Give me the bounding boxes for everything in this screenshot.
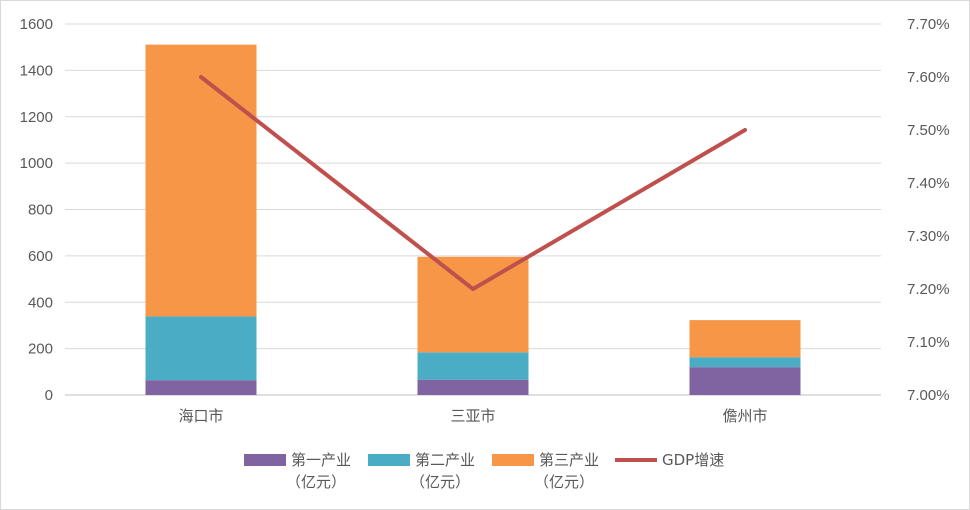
legend-label-unit: （亿元） [286, 473, 346, 491]
y-right-tick-label: 7.10% [907, 334, 950, 351]
bar-segment [689, 320, 801, 358]
bar-segment [689, 367, 801, 395]
y-left-tick-label: 800 [28, 202, 53, 219]
gdp-growth-point [744, 129, 746, 131]
bar-segment [689, 357, 801, 368]
gdp-growth-point [472, 288, 474, 290]
legend-label: 第三产业 [539, 451, 599, 469]
y-right-tick-label: 7.20% [907, 281, 950, 298]
y-left-tick-label: 200 [28, 341, 53, 358]
x-category-label: 海口市 [178, 407, 223, 425]
y-left-tick-label: 0 [45, 387, 53, 404]
y-right-tick-label: 7.50% [907, 122, 950, 139]
bar-segment [417, 379, 529, 395]
bar-segment [145, 316, 257, 381]
y-right-tick-label: 7.00% [907, 387, 950, 404]
legend-label: 第二产业 [415, 451, 475, 469]
y-right-tick-label: 7.70% [907, 16, 950, 33]
x-category-label: 三亚市 [450, 407, 495, 425]
legend-label: 第一产业 [291, 451, 351, 469]
bar-segment [145, 44, 257, 317]
y-left-tick-label: 400 [28, 294, 53, 311]
y-right-tick-label: 7.60% [907, 69, 950, 86]
legend-label-unit: （亿元） [534, 473, 594, 491]
y-left-tick-label: 1600 [20, 16, 53, 33]
y-right-tick-label: 7.40% [907, 175, 950, 192]
legend-swatch [368, 454, 410, 466]
bar-segment [417, 352, 529, 380]
bar-segment [145, 380, 257, 395]
gdp-growth-point [200, 76, 202, 78]
legend-label: GDP增速 [662, 451, 724, 469]
bar-segment [417, 256, 529, 353]
y-left-tick-label: 600 [28, 248, 53, 265]
x-category-label: 儋州市 [722, 407, 767, 425]
y-left-tick-label: 1400 [20, 62, 53, 79]
legend-swatch [492, 454, 534, 466]
y-left-tick-label: 1200 [20, 109, 53, 126]
y-right-tick-label: 7.30% [907, 228, 950, 245]
legend-label-unit: （亿元） [410, 473, 470, 491]
legend-swatch [244, 454, 286, 466]
y-left-tick-label: 1000 [20, 155, 53, 172]
